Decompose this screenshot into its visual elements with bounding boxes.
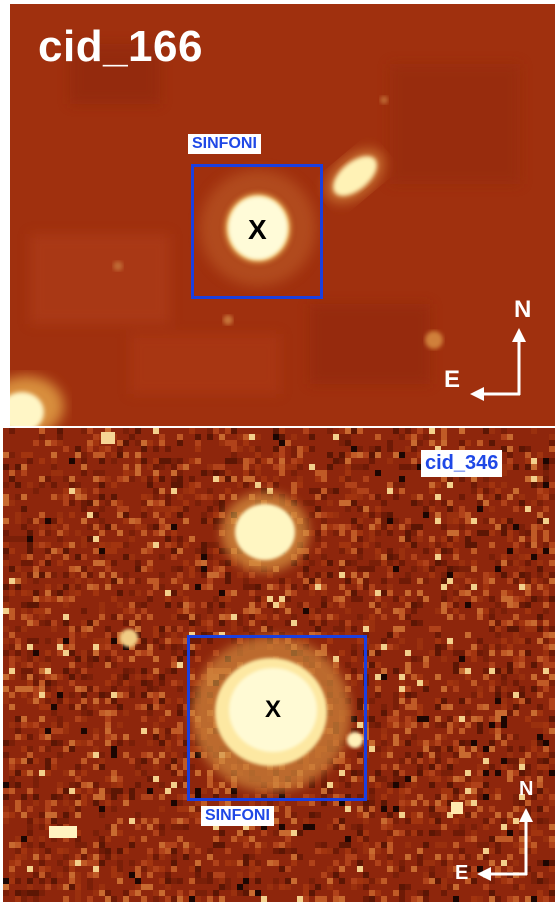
upper-source-cid-346 [221, 492, 309, 572]
edge-source-bottom-left [10, 376, 64, 426]
compass-north-label: N [519, 778, 534, 800]
compass-east-label: E [444, 366, 461, 393]
target-id-label: cid_166 [38, 22, 203, 71]
compass: N E [447, 778, 551, 888]
target-id-label: cid_346 [421, 450, 503, 477]
sinfoni-label: SINFONI [188, 134, 261, 154]
target-marker: X [265, 696, 282, 723]
compass-north-label: N [514, 296, 532, 323]
faint-source [425, 331, 443, 349]
faint-source [120, 629, 138, 647]
central-source-cid-346 [191, 636, 351, 792]
neighbor-source-elongated [325, 149, 385, 203]
faint-source [451, 802, 463, 814]
sky-image-cid-166 [10, 4, 555, 426]
faint-source [113, 261, 123, 271]
compass: N E [440, 294, 550, 414]
faint-source [380, 96, 388, 104]
faint-source [49, 826, 77, 838]
sinfoni-label: SINFONI [201, 806, 274, 826]
sinfoni-field-box [187, 635, 367, 801]
compass-arrows-icon [477, 808, 533, 881]
faint-source [347, 732, 363, 748]
sinfoni-field-box [191, 164, 323, 299]
compass-arrows-icon [470, 328, 526, 401]
target-marker: X [248, 214, 267, 245]
image-panel-cid-346: cid_346 SINFONI X N E [3, 428, 555, 902]
central-source-cid-166 [200, 170, 316, 286]
compass-east-label: E [455, 862, 469, 884]
image-panel-cid-166: cid_166 SINFONI X N E [10, 4, 555, 426]
faint-source [223, 315, 233, 325]
faint-source [101, 432, 115, 444]
